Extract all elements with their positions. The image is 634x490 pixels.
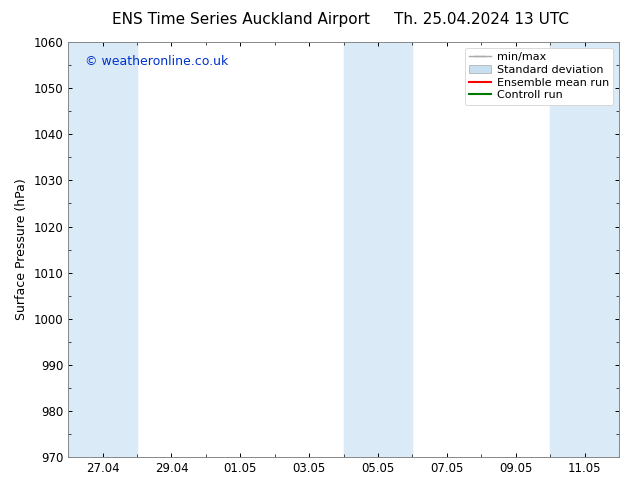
Text: © weatheronline.co.uk: © weatheronline.co.uk: [85, 54, 228, 68]
Bar: [344, 42, 413, 457]
Legend: min/max, Standard deviation, Ensemble mean run, Controll run: min/max, Standard deviation, Ensemble me…: [465, 48, 614, 105]
Y-axis label: Surface Pressure (hPa): Surface Pressure (hPa): [15, 179, 28, 320]
Text: ENS Time Series Auckland Airport: ENS Time Series Auckland Airport: [112, 12, 370, 27]
Text: Th. 25.04.2024 13 UTC: Th. 25.04.2024 13 UTC: [394, 12, 569, 27]
Bar: [550, 42, 619, 457]
Bar: [68, 42, 137, 457]
